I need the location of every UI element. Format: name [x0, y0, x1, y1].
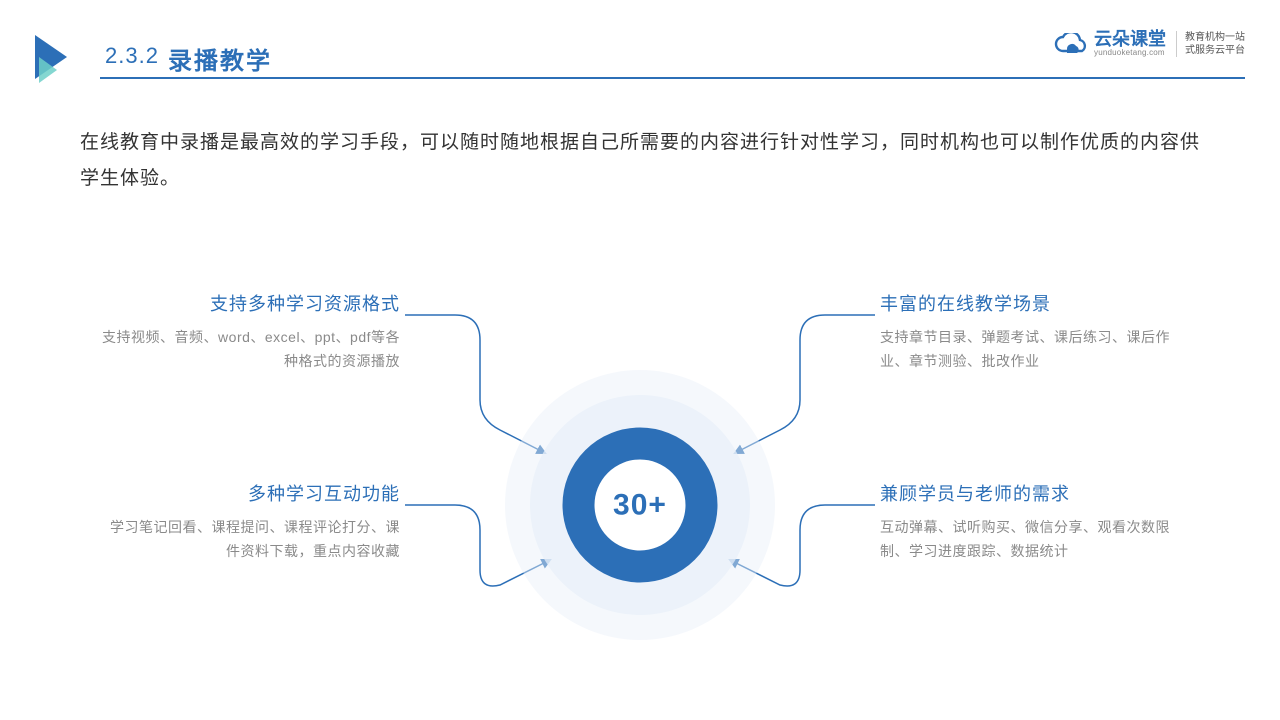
feature-title: 丰富的在线教学场景 [880, 290, 1180, 316]
feature-top-left: 支持多种学习资源格式 支持视频、音频、word、excel、ppt、pdf等各种… [100, 290, 400, 374]
feature-top-right: 丰富的在线教学场景 支持章节目录、弹题考试、课后练习、课后作业、章节测验、批改作… [880, 290, 1180, 374]
feature-bottom-left: 多种学习互动功能 学习笔记回看、课程提问、课程评论打分、课件资料下载，重点内容收… [100, 480, 400, 564]
center-ring: 30+ [540, 405, 740, 605]
brand-logo: 云朵课堂 yunduoketang.com 教育机构一站 式服务云平台 [1054, 30, 1245, 57]
feature-title: 多种学习互动功能 [100, 480, 400, 506]
logo-tagline-2: 式服务云平台 [1185, 44, 1245, 57]
logo-tagline-1: 教育机构一站 [1185, 31, 1245, 44]
feature-desc: 支持视频、音频、word、excel、ppt、pdf等各种格式的资源播放 [100, 326, 400, 374]
feature-bottom-right: 兼顾学员与老师的需求 互动弹幕、试听购买、微信分享、观看次数限制、学习进度跟踪、… [880, 480, 1180, 564]
section-title: 录播教学 [168, 41, 272, 76]
section-number: 2.3.2 [105, 43, 159, 69]
radial-diagram: 30+ 支持多种学习资源格式 支持视频、音频、word、excel、ppt、pd… [0, 250, 1280, 720]
feature-desc: 学习笔记回看、课程提问、课程评论打分、课件资料下载，重点内容收藏 [100, 516, 400, 564]
cloud-icon [1054, 33, 1088, 55]
intro-paragraph: 在线教育中录播是最高效的学习手段，可以随时随地根据自己所需要的内容进行针对性学习… [80, 125, 1200, 197]
feature-desc: 互动弹幕、试听购买、微信分享、观看次数限制、学习进度跟踪、数据统计 [880, 516, 1180, 564]
center-value: 30+ [613, 488, 667, 522]
logo-domain: yunduoketang.com [1094, 48, 1166, 57]
logo-brand: 云朵课堂 [1094, 30, 1166, 48]
feature-title: 兼顾学员与老师的需求 [880, 480, 1180, 506]
header-underline [100, 77, 1245, 79]
feature-title: 支持多种学习资源格式 [100, 290, 400, 316]
feature-desc: 支持章节目录、弹题考试、课后练习、课后作业、章节测验、批改作业 [880, 326, 1180, 374]
